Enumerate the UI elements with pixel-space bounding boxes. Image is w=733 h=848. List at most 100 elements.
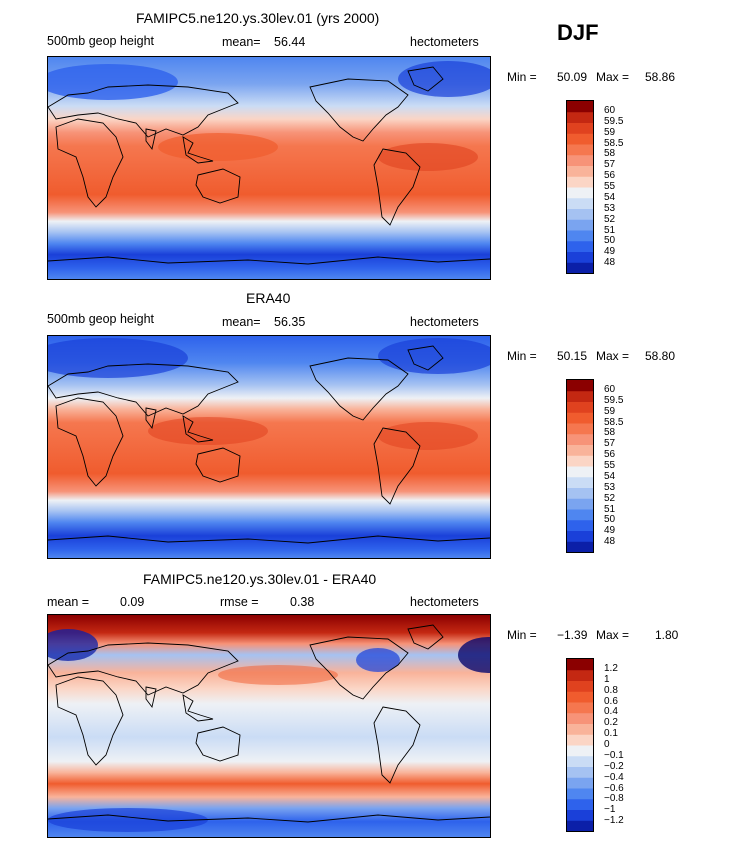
colorbar-box — [567, 745, 593, 757]
panel1-variable-label: 500mb geop height — [47, 34, 155, 48]
colorbar-tick-label: 54 — [604, 470, 616, 482]
colorbar-tick-label: −0.2 — [604, 760, 624, 772]
colorbar-box — [567, 702, 593, 714]
panel2-coastlines — [48, 345, 490, 544]
coastline — [145, 407, 157, 430]
coastline — [309, 78, 409, 142]
season-label: DJF — [557, 20, 599, 45]
colorbar-tick-label: 0.8 — [604, 684, 618, 696]
colorbar-box — [567, 208, 593, 220]
colorbar-tick-label: 58.5 — [604, 416, 624, 428]
colorbar-tick-label: 52 — [604, 213, 616, 225]
coastline — [195, 447, 241, 483]
panel3-mean-value: 0.09 — [120, 595, 145, 609]
panel1-coastlines — [48, 66, 490, 265]
colorbar-tick-label: 1 — [604, 673, 610, 685]
coastline — [55, 118, 124, 208]
colorbar-box — [567, 530, 593, 542]
colorbar-tick-label: 49 — [604, 246, 616, 258]
panel3-high-pacific — [218, 665, 338, 685]
colorbar-box — [567, 541, 593, 552]
colorbar-tick-label: 51 — [604, 224, 616, 236]
panel2-trough-asia — [48, 338, 188, 378]
colorbar-box — [567, 798, 593, 810]
colorbar-tick-label: 55 — [604, 181, 616, 192]
coastline — [373, 427, 421, 505]
colorbar-tick-label: 0.1 — [604, 728, 618, 740]
colorbar-tick-label: 58 — [604, 427, 616, 439]
colorbar-tick-label: 56 — [604, 170, 616, 182]
panel1-title: FAMIPC5.ne120.ys.30lev.01 (yrs 2000) — [136, 10, 380, 26]
colorbar-box — [567, 777, 593, 789]
colorbar-tick-label: 48 — [604, 536, 616, 548]
colorbar-box — [567, 712, 593, 724]
coastline — [373, 706, 421, 784]
colorbar-box — [567, 380, 593, 392]
coastline — [182, 415, 214, 443]
colorbar-box — [567, 487, 593, 499]
colorbar-box — [567, 165, 593, 177]
coastline — [48, 363, 239, 417]
panel2-units: hectometers — [410, 315, 479, 329]
colorbar-tick-label: 60 — [604, 383, 616, 395]
colorbar-tick-label: 59 — [604, 126, 616, 138]
panel2-high-pacific — [148, 417, 268, 445]
colorbar-tick-label: 0.4 — [604, 706, 618, 718]
colorbar-box — [567, 788, 593, 800]
colorbar-box — [567, 509, 593, 521]
panel2-trough-na — [378, 338, 490, 374]
panel1-min-value: 50.09 — [557, 70, 588, 84]
colorbar-tick-label: 49 — [604, 525, 616, 537]
panel3-low-eurasia — [48, 629, 98, 661]
coastline — [48, 814, 490, 823]
panel1-high-pacific — [158, 133, 278, 161]
colorbar-box — [567, 669, 593, 681]
panel1-high-atlantic — [378, 143, 478, 171]
colorbar-box — [567, 723, 593, 735]
panel3-mean-label: mean = — [47, 595, 90, 609]
colorbar-tick-label: 54 — [604, 191, 616, 203]
colorbar-box — [567, 433, 593, 445]
panel1-colorbar — [566, 100, 594, 274]
colorbar-tick-label: −1.2 — [604, 815, 624, 827]
colorbar-tick-label: 53 — [604, 481, 616, 493]
colorbar-tick-label: 53 — [604, 202, 616, 214]
colorbar-box — [567, 455, 593, 467]
coastline — [407, 624, 444, 650]
panel1-max-value: 58.86 — [645, 70, 676, 84]
coastline — [55, 397, 124, 487]
colorbar-box — [567, 809, 593, 821]
coastline — [48, 642, 239, 696]
panel1-mean-label: mean= — [222, 35, 261, 49]
colorbar-tick-label: 57 — [604, 438, 616, 450]
colorbar-box — [567, 122, 593, 134]
coastline — [407, 345, 444, 371]
colorbar-tick-label: 56 — [604, 449, 616, 461]
panel3-units: hectometers — [410, 595, 479, 609]
colorbar-tick-label: 57 — [604, 159, 616, 171]
colorbar-box — [567, 820, 593, 831]
colorbar-tick-label: 1.2 — [604, 662, 618, 674]
coastline — [48, 535, 490, 544]
coastline — [195, 726, 241, 762]
panel2-high-atlantic — [378, 422, 478, 450]
coastline — [145, 128, 157, 151]
panel2-colorbar — [566, 379, 594, 553]
coastline — [145, 686, 157, 709]
panel1-max-label: Max = — [596, 70, 630, 84]
panel1-trough-asia — [48, 64, 178, 100]
colorbar-tick-label: 59.5 — [604, 115, 624, 127]
colorbar-box — [567, 412, 593, 424]
panel2-max-label: Max = — [596, 349, 630, 363]
colorbar-tick-label: 58 — [604, 148, 616, 160]
colorbar-box — [567, 230, 593, 242]
colorbar-box — [567, 133, 593, 145]
colorbar-tick-label: 52 — [604, 492, 616, 504]
colorbar-tick-label: 0.2 — [604, 717, 618, 729]
panel3-min-value: −1.39 — [557, 628, 588, 642]
colorbar-box — [567, 262, 593, 273]
colorbar-tick-label: 59 — [604, 405, 616, 417]
colorbar-box — [567, 519, 593, 531]
panel2-mean-label: mean= — [222, 315, 261, 329]
colorbar-box — [567, 176, 593, 188]
